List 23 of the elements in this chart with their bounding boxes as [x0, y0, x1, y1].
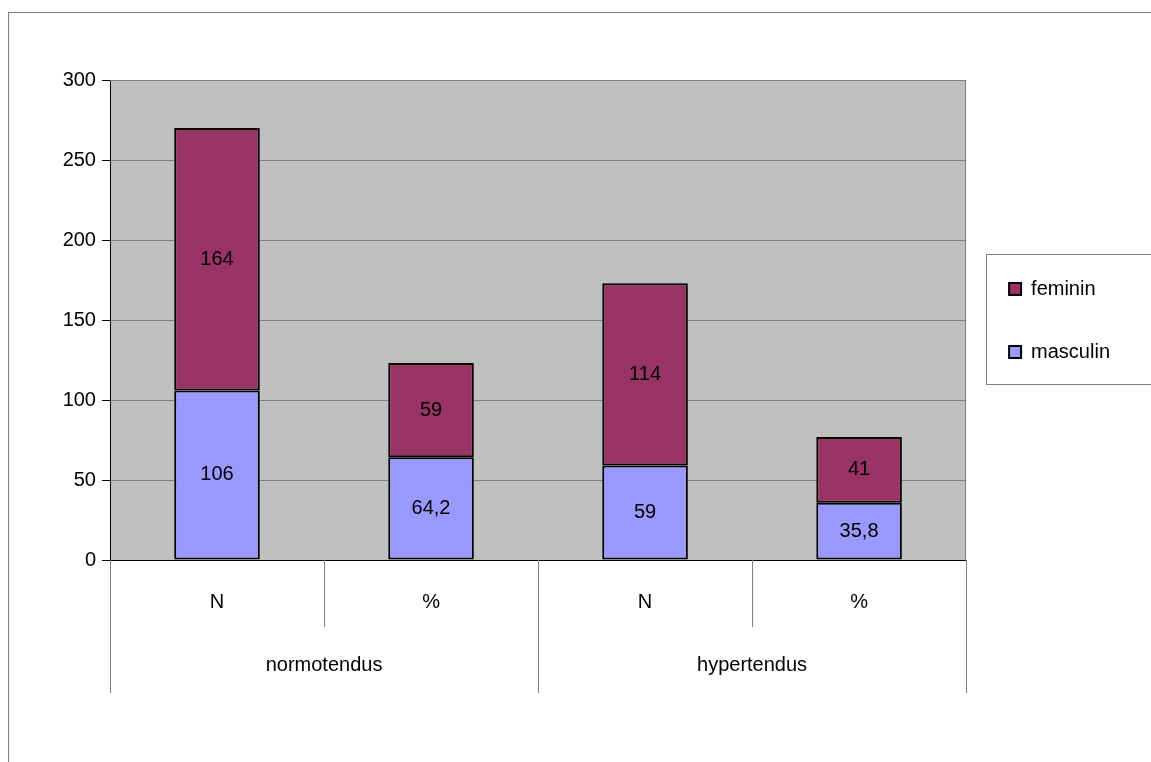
y-tick-label: 100 — [62, 387, 96, 410]
x-tick-label: % — [850, 589, 869, 612]
data-label: 164 — [200, 246, 234, 269]
x-tick-label: N — [637, 589, 653, 612]
data-label: 64,2 — [411, 495, 451, 518]
legend-label: feminin — [1031, 276, 1096, 299]
legend-label: masculin — [1031, 339, 1111, 362]
data-label: 106 — [200, 462, 234, 485]
x-tick-label: % — [422, 589, 441, 612]
text: hypertendus — [697, 652, 808, 675]
y-tick-label: 200 — [62, 227, 96, 250]
data-label: 35,8 — [839, 518, 879, 541]
data-label: 41 — [847, 457, 871, 480]
data-label: 59 — [633, 500, 657, 523]
y-tick-label: 150 — [62, 307, 96, 330]
data-label: 59 — [419, 397, 443, 420]
text: normotendus — [265, 652, 383, 675]
x-tick-label: N — [209, 589, 225, 612]
y-tick-label: 300 — [62, 67, 96, 90]
data-label: 114 — [629, 361, 661, 384]
y-tick-label: 0 — [84, 547, 96, 570]
y-tick-label: 50 — [73, 467, 96, 490]
y-tick-label: 250 — [62, 147, 96, 170]
